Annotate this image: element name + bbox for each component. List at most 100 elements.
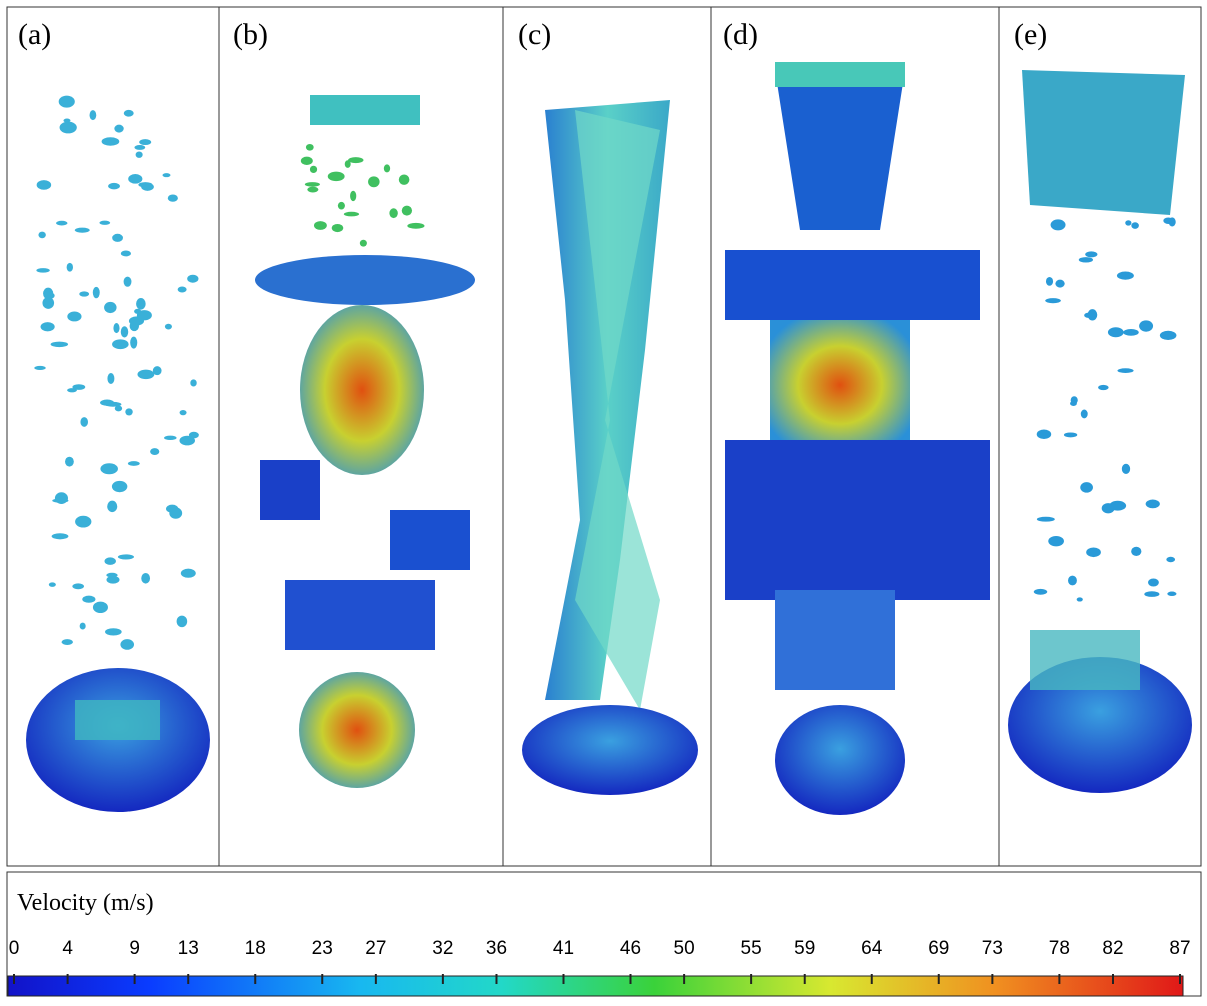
vortex-fragment (120, 250, 131, 257)
vortex-fragment (167, 194, 178, 202)
tick-label: 23 (312, 938, 333, 959)
vortex-fragment (112, 339, 129, 350)
tick-label: 4 (62, 938, 73, 959)
vortex-fragment (1131, 546, 1142, 557)
vortex-fragment (59, 121, 77, 134)
vortex-fragment (136, 310, 152, 321)
vortex-fragment (108, 182, 120, 190)
vortex-fragment (401, 205, 413, 216)
vortex-fragment (43, 287, 54, 300)
vortex-fragment (1084, 312, 1094, 318)
vortex-fragment (1109, 500, 1127, 511)
vortex-fragment (50, 341, 69, 348)
vortex-fragment (134, 145, 146, 150)
tick-label: 13 (178, 938, 199, 959)
vortex-fragment (179, 409, 187, 416)
panel-label: (c) (518, 18, 551, 51)
vortex-fragment (304, 182, 320, 187)
vortex-fragment (176, 615, 188, 628)
vortex-fragment (104, 301, 117, 314)
vortex-fragment (350, 190, 357, 202)
vortex-fragment (104, 557, 116, 565)
render-d (725, 62, 990, 815)
vortex-fragment (152, 366, 162, 376)
vortex-fragment (309, 165, 318, 174)
vortex-fragment (40, 322, 55, 332)
colorbar (7, 975, 1184, 997)
vortex-fragment (92, 601, 108, 614)
vortex-fragment (128, 174, 143, 184)
vortex-fragment (337, 201, 345, 210)
vortex-fragment (1131, 222, 1139, 229)
vortex-fragment (107, 500, 118, 513)
vortex-fragment (1125, 220, 1132, 226)
vortex-fragment (164, 435, 177, 441)
panel-label: (b) (233, 18, 268, 51)
vortex-fragment (82, 595, 96, 603)
vortex-fragment (67, 388, 77, 393)
panel-label: (d) (723, 18, 758, 51)
vortex-fragment (1078, 257, 1094, 263)
tick-label: 0 (9, 938, 20, 959)
tick-label: 73 (982, 938, 1003, 959)
vortex-fragment (72, 583, 85, 590)
vortex-fragment (1148, 578, 1159, 587)
vortex-fragment (123, 109, 134, 117)
tick-label: 18 (245, 938, 266, 959)
vortex-fragment (383, 164, 391, 173)
panel-label: (a) (18, 18, 51, 51)
vortex-fragment (359, 239, 367, 247)
vortex-fragment (139, 139, 152, 146)
vortex-fragment (72, 384, 86, 390)
vortex-fragment (1068, 575, 1077, 586)
vortex-fragment (1166, 556, 1176, 563)
tick-label: 32 (432, 938, 453, 959)
vortex-fragment (89, 110, 97, 121)
vortex-fragment (80, 417, 89, 427)
vortex-fragment (150, 448, 160, 455)
vortex-fragment (1123, 329, 1139, 336)
vortex-fragment (120, 639, 135, 650)
colorbar-title: Velocity (m/s) (17, 890, 154, 916)
vortex-fragment (79, 622, 86, 630)
vortex-fragment (169, 507, 183, 519)
vortex-fragment (99, 220, 111, 225)
vortex-fragment (1048, 535, 1064, 547)
vortex-fragment (305, 143, 314, 151)
tick-label: 41 (553, 938, 574, 959)
vortex-fragment (92, 286, 100, 299)
vortex-fragment (113, 323, 120, 334)
vortex-fragment (135, 151, 143, 158)
vortex-fragment (58, 95, 75, 108)
vortex-fragment (179, 435, 195, 446)
vortex-fragment (141, 572, 151, 584)
vortex-fragment (114, 124, 124, 133)
vortex-fragment (38, 231, 46, 239)
vortex-fragment (187, 274, 199, 283)
tick-label: 82 (1102, 938, 1123, 959)
vortex-fragment (101, 137, 120, 146)
vortex-fragment (104, 401, 122, 407)
tick-label: 87 (1169, 938, 1190, 959)
vortex-fragment (106, 575, 120, 584)
vortex-fragment (114, 405, 123, 412)
vortex-fragment (125, 408, 133, 416)
vortex-fragment (1085, 251, 1098, 258)
vortex-fragment (74, 227, 90, 233)
vortex-fragment (1139, 320, 1154, 332)
vortex-fragment (1116, 271, 1134, 280)
vortex-fragment (120, 326, 129, 338)
vortex-fragment (1076, 597, 1083, 602)
tick-label: 69 (928, 938, 949, 959)
vortex-fragment (127, 461, 140, 466)
vortex-fragment (66, 262, 73, 272)
render-e (1008, 70, 1192, 793)
render-c (522, 100, 698, 795)
tick-label: 27 (365, 938, 386, 959)
vortex-fragment (343, 211, 360, 217)
vortex-fragment (188, 431, 199, 439)
panel-frame (6, 6, 1202, 867)
vortex-fragment (1050, 219, 1066, 231)
vortex-fragment (137, 369, 155, 380)
